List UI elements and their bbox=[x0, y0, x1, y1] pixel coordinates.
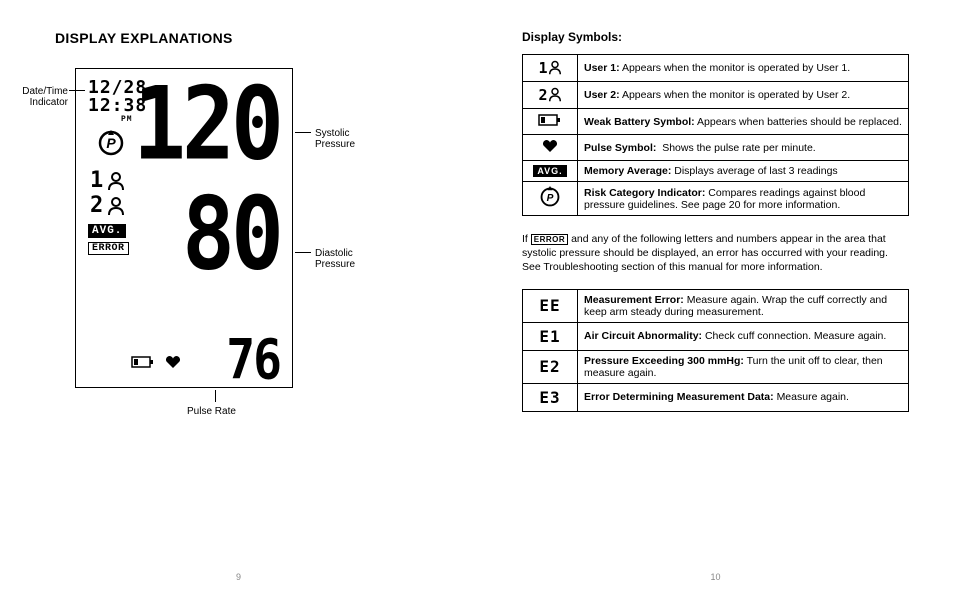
svg-text:P: P bbox=[547, 193, 554, 204]
lcd-wrap: Date/TimeIndicator SystolicPressure Dias… bbox=[75, 68, 432, 388]
table-row: E1 Air Circuit Abnormality: Check cuff c… bbox=[523, 322, 909, 350]
desc-cell: Air Circuit Abnormality: Check cuff conn… bbox=[578, 322, 909, 350]
user1-digit: 1 bbox=[538, 59, 547, 77]
callout-line bbox=[215, 390, 216, 402]
symbol-cell bbox=[523, 109, 578, 135]
user-icon bbox=[107, 171, 125, 191]
errcode-cell: E2 bbox=[523, 350, 578, 383]
symbol-cell: P bbox=[523, 182, 578, 216]
errcode: E3 bbox=[539, 388, 560, 407]
desc-cell: User 2: Appears when the monitor is oper… bbox=[578, 82, 909, 109]
desc-cell: Pulse Symbol: Shows the pulse rate per m… bbox=[578, 135, 909, 161]
symbol-label: Risk Category Indicator: bbox=[584, 187, 705, 199]
lcd-display: 12/28 12:38 PM P 1 2 AVG. ERROR 120 80 7… bbox=[75, 68, 293, 388]
user2-digit: 2 bbox=[538, 86, 547, 104]
heading-left: DISPLAY EXPLANATIONS bbox=[55, 30, 432, 46]
symbol-cell: 1 bbox=[523, 55, 578, 82]
symbol-desc: Displays average of last 3 readings bbox=[674, 165, 837, 177]
callout-line bbox=[295, 132, 311, 133]
desc-cell: Memory Average: Displays average of last… bbox=[578, 161, 909, 182]
errcode-cell: E3 bbox=[523, 383, 578, 411]
user1-digit: 1 bbox=[90, 168, 103, 193]
symbol-label: Weak Battery Symbol: bbox=[584, 116, 695, 128]
table-row: 2 User 2: Appears when the monitor is op… bbox=[523, 82, 909, 109]
symbols-table: 1 User 1: Appears when the monitor is op… bbox=[522, 54, 909, 216]
table-row: Pulse Symbol: Shows the pulse rate per m… bbox=[523, 135, 909, 161]
errcode-cell: EE bbox=[523, 289, 578, 322]
callout-pulse: Pulse Rate bbox=[187, 406, 236, 417]
error-desc: Check cuff connection. Measure again. bbox=[705, 330, 886, 342]
symbol-desc: Appears when the monitor is operated by … bbox=[622, 89, 850, 101]
error-label: Error Determining Measurement Data: bbox=[584, 391, 774, 403]
symbol-label: Memory Average: bbox=[584, 165, 671, 177]
user-icon bbox=[107, 196, 125, 216]
error-label: Measurement Error: bbox=[584, 294, 684, 306]
desc-cell: Error Determining Measurement Data: Meas… bbox=[578, 383, 909, 411]
error-intro-a: If bbox=[522, 233, 528, 245]
page-number-left: 9 bbox=[0, 572, 477, 582]
desc-cell: User 1: Appears when the monitor is oper… bbox=[578, 55, 909, 82]
errors-table: EE Measurement Error: Measure again. Wra… bbox=[522, 289, 909, 412]
table-row: EE Measurement Error: Measure again. Wra… bbox=[523, 289, 909, 322]
error-label: Pressure Exceeding 300 mmHg: bbox=[584, 355, 744, 367]
table-row: E3 Error Determining Measurement Data: M… bbox=[523, 383, 909, 411]
symbol-cell: AVG. bbox=[523, 161, 578, 182]
user2-digit: 2 bbox=[90, 193, 103, 218]
error-desc: Measure again. bbox=[777, 391, 849, 403]
symbol-cell: 2 bbox=[523, 82, 578, 109]
error-label: Air Circuit Abnormality: bbox=[584, 330, 702, 342]
desc-cell: Pressure Exceeding 300 mmHg: Turn the un… bbox=[578, 350, 909, 383]
errcode: E2 bbox=[539, 357, 560, 376]
page-left: DISPLAY EXPLANATIONS Date/TimeIndicator … bbox=[0, 0, 477, 600]
user-icon bbox=[548, 87, 562, 102]
battery-icon bbox=[538, 113, 562, 127]
page-right: Display Symbols: 1 User 1: Appears when … bbox=[477, 0, 954, 600]
lcd-bottom-icons bbox=[131, 355, 181, 369]
error-inline-badge: ERROR bbox=[531, 234, 568, 245]
callout-systolic: SystolicPressure bbox=[315, 128, 355, 150]
user-icon bbox=[548, 60, 562, 75]
page-number-right: 10 bbox=[477, 572, 954, 582]
table-row: Weak Battery Symbol: Appears when batter… bbox=[523, 109, 909, 135]
table-row: P Risk Category Indicator: Compares read… bbox=[523, 182, 909, 216]
desc-cell: Measurement Error: Measure again. Wrap t… bbox=[578, 289, 909, 322]
symbol-label: User 2: bbox=[584, 89, 620, 101]
lcd-error-badge: ERROR bbox=[88, 242, 129, 255]
lcd-systolic: 120 bbox=[133, 81, 280, 167]
battery-icon bbox=[131, 355, 155, 369]
errcode-cell: E1 bbox=[523, 322, 578, 350]
desc-cell: Weak Battery Symbol: Appears when batter… bbox=[578, 109, 909, 135]
symbol-desc: Appears when the monitor is operated by … bbox=[622, 62, 850, 74]
callout-diastolic: DiastolicPressure bbox=[315, 248, 355, 270]
symbol-label: User 1: bbox=[584, 62, 620, 74]
lcd-pulse: 76 bbox=[226, 337, 280, 384]
error-paragraph: If ERROR and any of the following letter… bbox=[522, 232, 909, 275]
callout-line bbox=[295, 252, 311, 253]
svg-text:P: P bbox=[106, 135, 116, 151]
lcd-diastolic: 80 bbox=[182, 191, 280, 277]
avg-badge-icon: AVG. bbox=[533, 165, 566, 177]
risk-icon: P bbox=[539, 186, 561, 208]
errcode: EE bbox=[539, 296, 560, 315]
symbol-desc: Appears when batteries should be replace… bbox=[697, 116, 902, 128]
symbol-cell bbox=[523, 135, 578, 161]
callout-datetime: Date/TimeIndicator bbox=[13, 86, 68, 108]
symbol-label: Pulse Symbol: bbox=[584, 142, 656, 154]
error-intro-b: and any of the following letters and num… bbox=[522, 233, 888, 273]
errcode: E1 bbox=[539, 327, 560, 346]
heading-right: Display Symbols: bbox=[522, 30, 909, 44]
symbol-desc: Shows the pulse rate per minute. bbox=[662, 142, 816, 154]
heart-icon bbox=[165, 355, 181, 369]
table-row: E2 Pressure Exceeding 300 mmHg: Turn the… bbox=[523, 350, 909, 383]
heart-icon bbox=[542, 139, 558, 153]
table-row: 1 User 1: Appears when the monitor is op… bbox=[523, 55, 909, 82]
desc-cell: Risk Category Indicator: Compares readin… bbox=[578, 182, 909, 216]
table-row: AVG. Memory Average: Displays average of… bbox=[523, 161, 909, 182]
lcd-avg-badge: AVG. bbox=[88, 224, 126, 238]
